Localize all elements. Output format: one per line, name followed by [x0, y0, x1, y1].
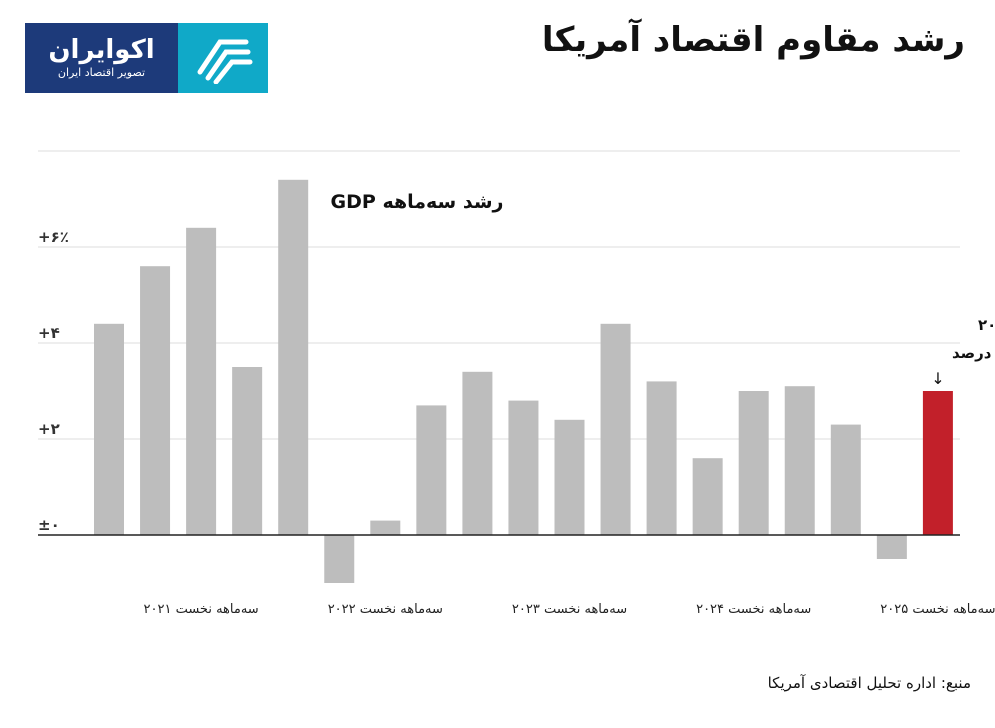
bar	[186, 227, 217, 536]
page-title: رشد مقاوم اقتصاد آمریکا	[541, 20, 965, 60]
brand-logo: اکوایران تصویر اقتصاد ایران	[25, 23, 268, 93]
annotation-arrow-icon: ↓	[931, 369, 944, 388]
bar	[922, 391, 953, 535]
x-tick-label: سه‌ماهه نخست ۲۰۲۵	[880, 602, 995, 617]
bar	[554, 419, 585, 535]
y-tick-label: ±۰	[38, 516, 60, 534]
logo-tagline: تصویر اقتصاد ایران	[57, 66, 146, 79]
gdp-bar-chart: ±۰ +۲ +۴ +۶٪ سه‌ماهه نخست ۲۰۲۱ سه‌ماهه نخست ۲…	[38, 150, 995, 617]
bar	[462, 371, 493, 535]
bar	[508, 400, 539, 535]
logo-wordmark: اکوایران تصویر اقتصاد ایران	[25, 23, 178, 93]
bar	[94, 323, 124, 535]
source-note: منبع: اداره تحلیل اقتصادی آمریکا	[767, 674, 971, 692]
chart-title: رشد سه‌ماهه GDP	[331, 191, 504, 213]
bar	[278, 179, 309, 536]
annotation-line: میلادی: ۳ درصد	[952, 344, 995, 362]
x-tick-label: سه‌ماهه نخست ۲۰۲۳	[512, 602, 627, 617]
bar	[784, 386, 815, 535]
bar	[140, 266, 171, 535]
x-tick-label: سه‌ماهه نخست ۲۰۲۱	[144, 602, 259, 617]
bar	[416, 405, 447, 535]
logo-name: اکوایران	[48, 35, 155, 65]
bar	[600, 323, 631, 535]
y-tick-label: +۶٪	[38, 228, 69, 246]
bar	[830, 424, 861, 535]
y-tick-label: +۴	[38, 324, 60, 342]
bar	[232, 367, 263, 535]
y-tick-label: +۲	[38, 420, 60, 438]
annotation-line: رشد سه‌ماهه دوم ۲۰۲۵	[978, 316, 995, 334]
bar	[370, 520, 401, 535]
bar	[324, 535, 355, 583]
x-tick-label: سه‌ماهه نخست ۲۰۲۲	[328, 602, 443, 617]
bar	[646, 381, 677, 535]
bar	[738, 391, 769, 535]
bar	[876, 535, 907, 559]
stacked-diagonal-bars-icon	[178, 23, 268, 93]
bar	[692, 458, 723, 535]
x-tick-label: سه‌ماهه نخست ۲۰۲۴	[696, 602, 811, 617]
